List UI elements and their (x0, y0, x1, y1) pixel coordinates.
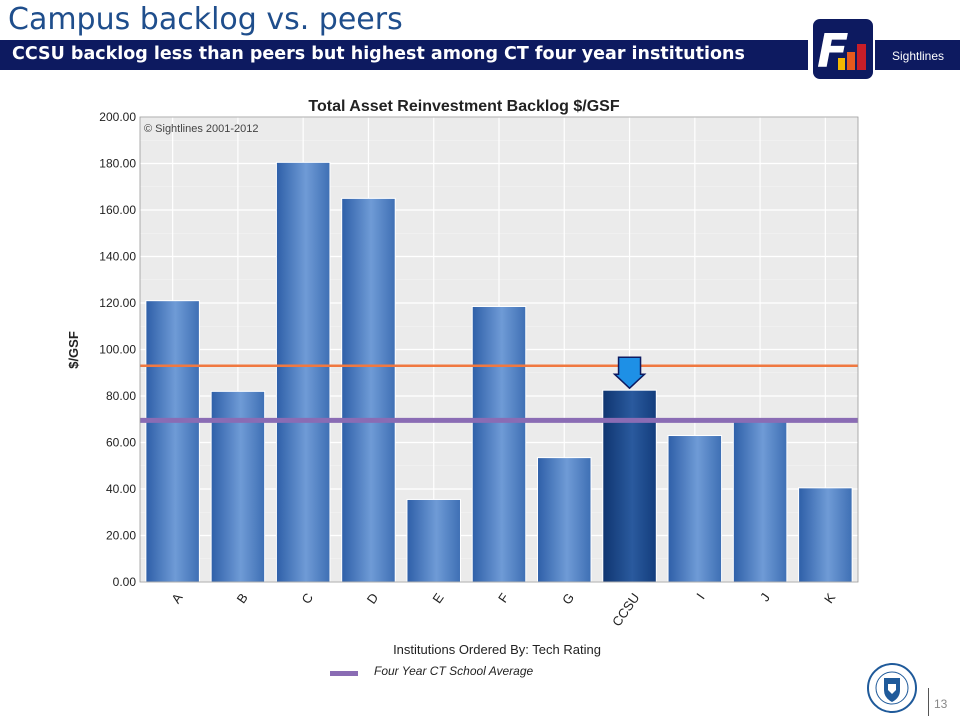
reference-lines (140, 364, 858, 423)
y-tick-labels: 0.00 20.00 40.00 60.00 80.00 100.00 120.00 140.… (99, 110, 136, 589)
y-tick-label: 100.00 (99, 343, 136, 357)
bar-j (732, 419, 788, 583)
backlog-chart: Total Asset Reinvestment Backlog $/GSF 0… (60, 86, 880, 686)
y-tick-label: 180.00 (99, 157, 136, 171)
page-number: 13 (934, 697, 948, 711)
x-axis-label: Institutions Ordered By: Tech Rating (393, 642, 601, 657)
bar-d (341, 197, 396, 583)
page-number-divider (928, 688, 929, 716)
slide-title: Campus backlog vs. peers (8, 2, 403, 37)
bar-a (145, 300, 200, 583)
bar-e (406, 498, 461, 583)
subtitle-banner (0, 40, 960, 70)
bar-g (537, 457, 592, 583)
y-tick-label: 80.00 (106, 389, 136, 403)
bar-k (798, 487, 853, 583)
watermark: © Sightlines 2001-2012 (144, 123, 259, 135)
y-tick-label: 20.00 (106, 529, 136, 543)
logo-wordmark: Sightlines (892, 49, 944, 63)
y-tick-label: 0.00 (113, 575, 137, 589)
slide-subtitle: CCSU backlog less than peers but highest… (12, 44, 745, 64)
plot-border (139, 116, 859, 583)
y-tick-label: 120.00 (99, 296, 136, 310)
bar-b (210, 390, 266, 583)
bar-i (667, 435, 723, 583)
y-tick-label: 40.00 (106, 482, 136, 496)
y-tick-label: 140.00 (99, 250, 136, 264)
y-tick-label: 60.00 (106, 436, 136, 450)
chart-title: Total Asset Reinvestment Backlog $/GSF (308, 98, 619, 115)
highlight-arrow-icon (612, 356, 647, 390)
sightlines-logo: F Sightlines (808, 14, 960, 84)
bar-c (275, 161, 331, 583)
legend-swatch (330, 671, 358, 676)
legend-label: Four Year CT School Average (374, 664, 534, 678)
y-axis-label: $/GSF (66, 331, 81, 369)
ccsu-seal-logo (867, 663, 917, 713)
y-tick-label: 160.00 (99, 203, 136, 217)
y-tick-label: 200.00 (99, 110, 136, 124)
x-tick-label: I (693, 590, 707, 602)
bar-f (471, 305, 527, 583)
